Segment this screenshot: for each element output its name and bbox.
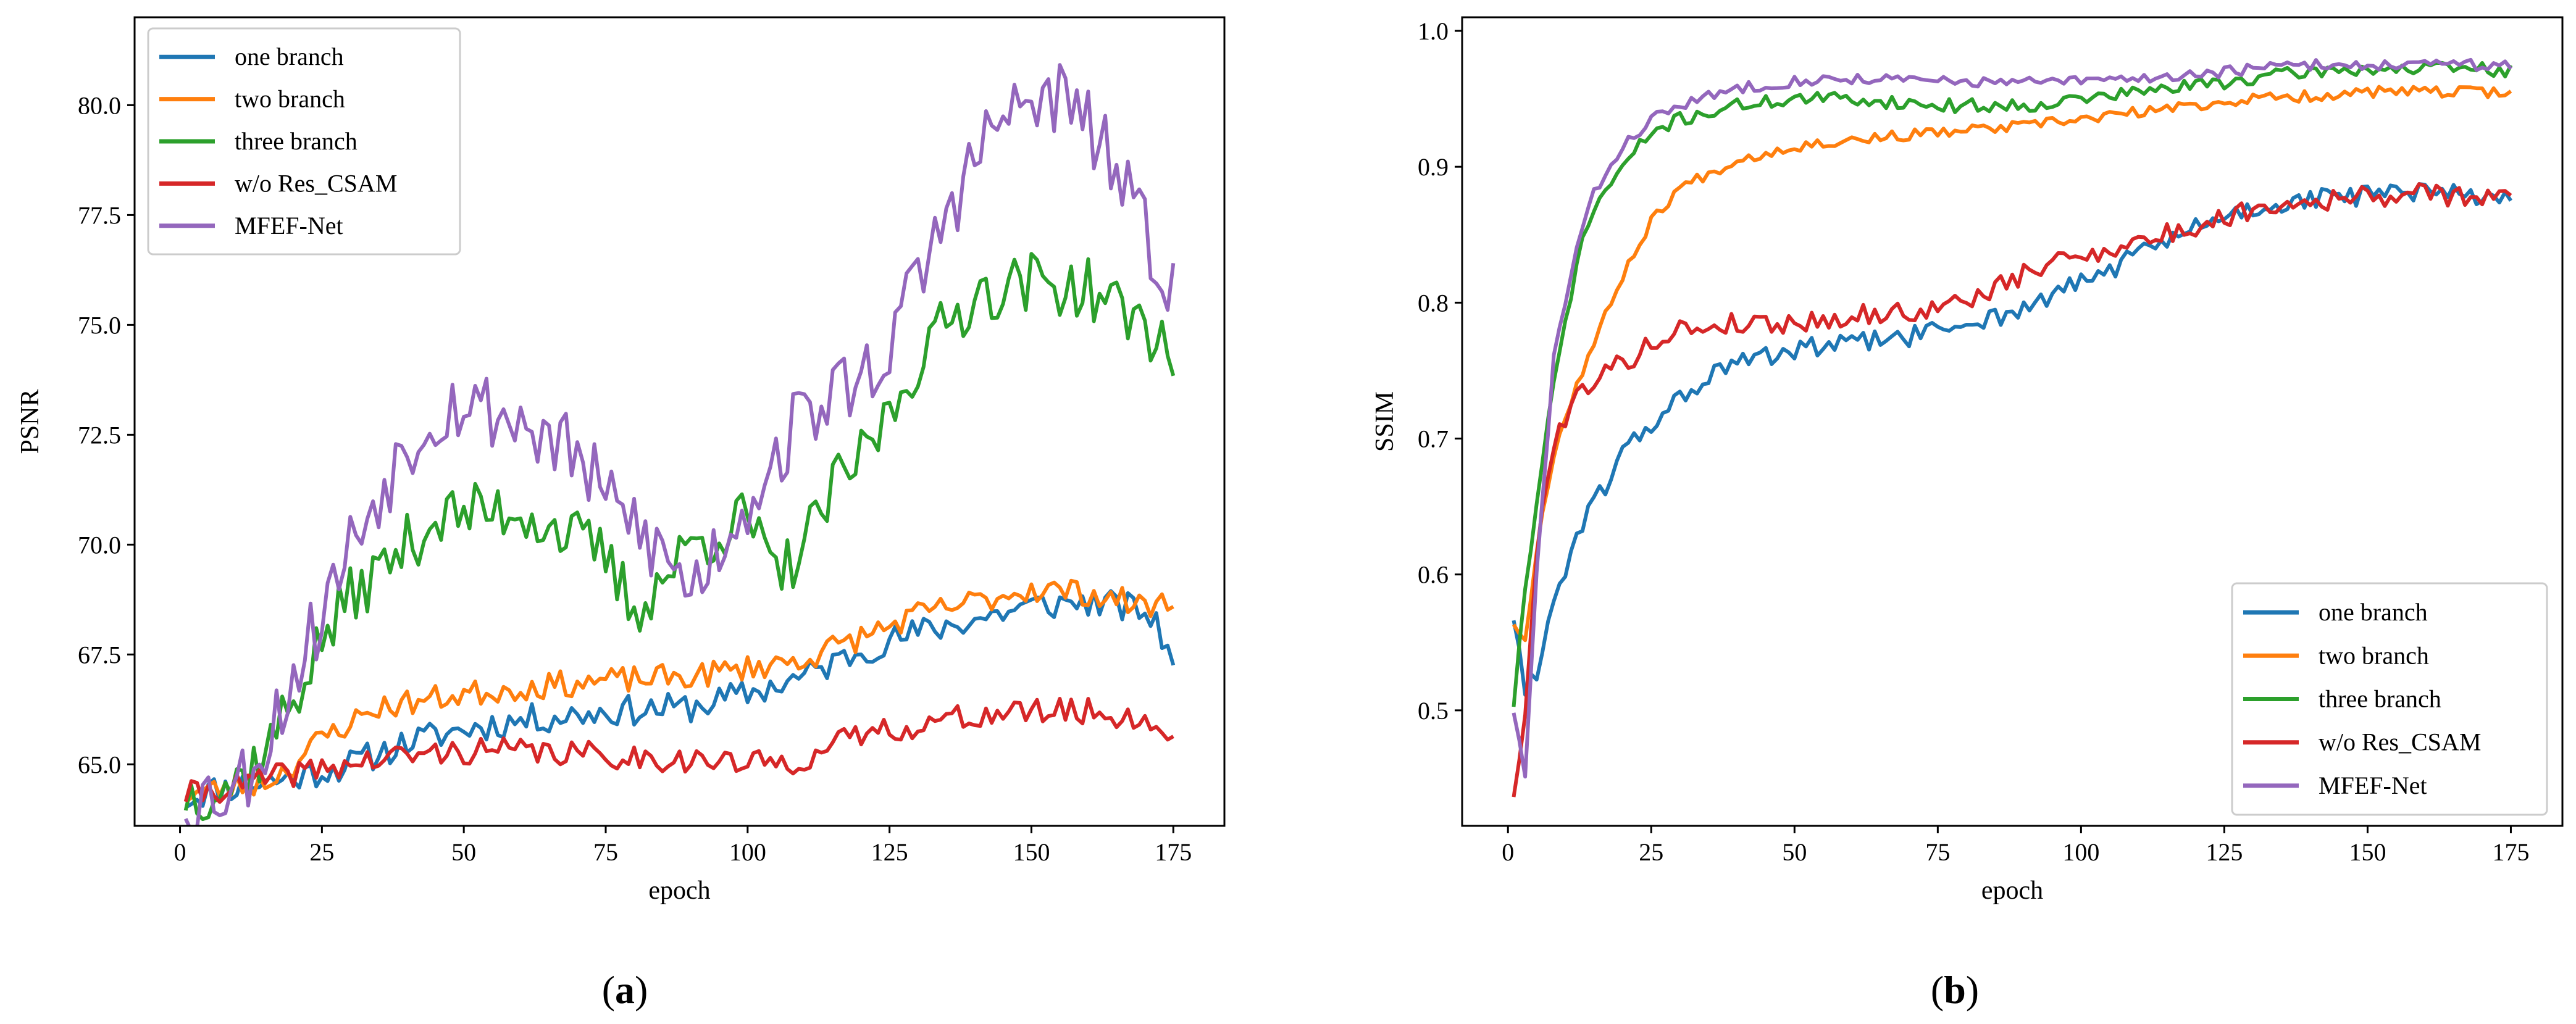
series-line-two-branch: [184, 578, 1174, 804]
legend-label: three branch: [235, 127, 358, 155]
x-tick-label: 50: [1782, 838, 1807, 866]
legend-label: w/o Res_CSAM: [2319, 728, 2481, 756]
series-line-three-branch: [1512, 60, 2513, 707]
legend: one branch two branch three branch w/o Res_…: [147, 27, 461, 256]
legend-label: MFEF-Net: [235, 212, 343, 239]
y-tick-label: 72.5: [78, 421, 121, 449]
legend-box: [147, 27, 461, 256]
axes-frame: [1461, 16, 2564, 827]
legend-label: MFEF-Net: [2319, 772, 2427, 799]
y-tick-label: 0.5: [1418, 697, 1449, 725]
series-line-mfef-net: [1512, 57, 2512, 779]
x-tick-label: 175: [1155, 838, 1192, 866]
y-tick-label: 77.5: [78, 201, 121, 229]
x-tick-label: 150: [1013, 838, 1050, 866]
legend-label: two branch: [235, 85, 345, 113]
y-tick-label: 75.0: [78, 311, 121, 339]
y-tick-label: 0.7: [1418, 425, 1449, 453]
x-tick-label: 100: [729, 838, 766, 866]
x-tick-label: 100: [2062, 838, 2099, 866]
legend-box: [2231, 582, 2548, 816]
y-axis-label: PSNR: [16, 389, 44, 454]
y-tick-label: 0.6: [1418, 561, 1449, 589]
x-tick-label: 75: [1925, 838, 1950, 866]
y-tick-label: 65.0: [78, 751, 121, 778]
series-line-three-branch: [183, 252, 1176, 822]
legend: one branch two branch three branch w/o Res_…: [2231, 582, 2548, 816]
chart-panel-a: 0 25 50 75 100 125 150 175 65.0 67.5 70.0 72.5 75.0 7…: [16, 16, 1226, 1012]
series-line-one-branch: [185, 589, 1176, 809]
x-tick-label: 125: [871, 838, 908, 866]
y-tick-label: 1.0: [1418, 17, 1449, 45]
series-line-two-branch: [1512, 85, 2512, 643]
x-tick-label: 150: [2349, 838, 2386, 866]
panel-caption: (b): [1931, 968, 1979, 1012]
series-line-mfef-net: [183, 63, 1176, 826]
legend-label: two branch: [2319, 641, 2429, 669]
x-tick-label: 25: [309, 838, 334, 866]
series-line-w-o-res-csam: [1512, 182, 2512, 797]
x-axis-label: epoch: [648, 876, 710, 905]
y-tick-label: 70.0: [78, 531, 121, 559]
series-line-one-branch: [1512, 182, 2512, 697]
y-tick-label: 67.5: [78, 641, 121, 668]
legend-label: one branch: [235, 43, 344, 70]
x-tick-label: 75: [593, 838, 618, 866]
y-tick-label: 0.8: [1418, 289, 1449, 317]
legend-label: three branch: [2319, 685, 2441, 713]
series-line-w-o-res-csam: [183, 697, 1174, 804]
x-tick-label: 175: [2492, 838, 2529, 866]
x-tick-label: 0: [1502, 838, 1514, 866]
legend-label: one branch: [2319, 598, 2428, 626]
chart-panel-b: 0 25 50 75 100 125 150 175 0.5 0.6 0.7 0.8 0.9 1.0 epo…: [1371, 16, 2564, 1012]
y-axis-label: SSIM: [1371, 391, 1399, 452]
y-tick-label: 0.9: [1418, 153, 1449, 181]
x-tick-label: 50: [451, 838, 476, 866]
x-tick-label: 25: [1639, 838, 1663, 866]
x-tick-label: 125: [2206, 838, 2243, 866]
panel-caption: (a): [602, 968, 648, 1012]
series-group: [1512, 57, 2513, 797]
axes-frame: [133, 16, 1226, 827]
series-group: [183, 63, 1176, 826]
y-tick-label: 80.0: [78, 91, 121, 119]
x-tick-label: 0: [174, 838, 186, 866]
legend-label: w/o Res_CSAM: [235, 169, 397, 197]
x-axis-label: epoch: [1981, 876, 2043, 905]
